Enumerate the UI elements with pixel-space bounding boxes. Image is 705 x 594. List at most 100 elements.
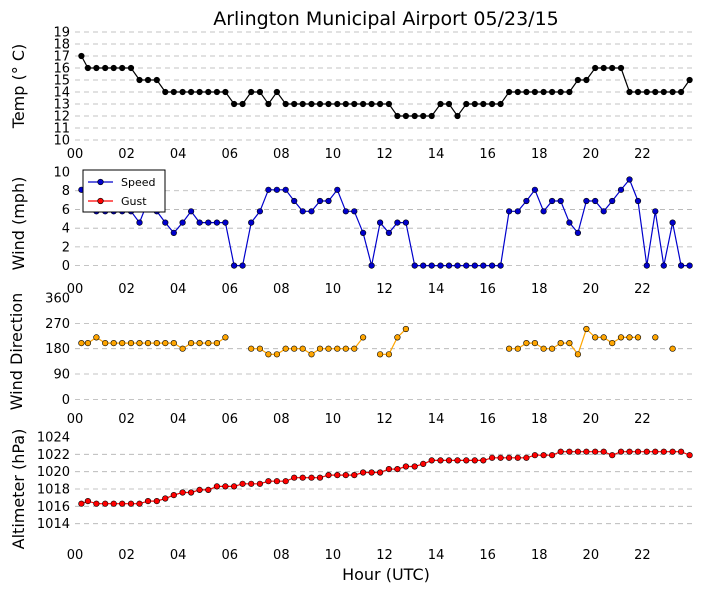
data-point-direction	[205, 340, 212, 347]
y-tick-label: 17	[53, 50, 70, 65]
x-tick-label: 16	[479, 548, 496, 563]
data-point-temp	[84, 64, 91, 72]
data-point-altimeter	[282, 478, 289, 485]
data-point-altimeter	[179, 489, 186, 496]
x-tick-label: 08	[273, 147, 290, 162]
data-point-direction	[566, 340, 573, 347]
data-point-altimeter	[411, 463, 418, 470]
x-tick-label: 06	[221, 412, 238, 427]
data-point-altimeter	[291, 474, 298, 481]
data-point-direction	[634, 334, 642, 341]
data-point-speed	[170, 229, 177, 236]
data-point-direction	[196, 340, 203, 347]
data-point-temp	[660, 88, 667, 96]
data-point-temp	[626, 88, 633, 96]
data-point-speed	[394, 219, 401, 226]
data-point-direction	[256, 345, 264, 352]
data-point-altimeter	[351, 472, 358, 479]
data-point-altimeter	[299, 474, 306, 481]
data-point-temp	[463, 100, 470, 108]
data-point-speed	[557, 197, 564, 205]
y-tick-label: 4	[62, 222, 70, 237]
x-tick-label: 08	[273, 548, 290, 563]
data-point-altimeter	[626, 448, 633, 455]
data-point-speed	[351, 208, 358, 215]
data-point-speed	[445, 262, 453, 269]
data-point-temp	[162, 88, 169, 96]
x-tick-label: 22	[634, 548, 651, 563]
data-point-temp	[170, 88, 177, 96]
data-point-altimeter	[497, 454, 504, 461]
data-point-direction	[669, 345, 676, 352]
data-point-direction	[170, 340, 177, 347]
data-point-altimeter	[566, 448, 573, 455]
data-point-direction	[84, 340, 91, 347]
data-point-temp	[394, 112, 401, 120]
data-point-speed	[316, 197, 324, 205]
y-tick-label: 2	[62, 240, 70, 255]
legend-label-gust: Gust	[121, 195, 147, 208]
data-point-altimeter	[574, 448, 582, 455]
data-point-temp	[334, 100, 341, 108]
data-point-direction	[78, 340, 85, 347]
data-point-direction	[514, 345, 521, 352]
data-point-direction	[402, 325, 410, 333]
y-tick-label: 360	[45, 292, 70, 307]
data-point-direction	[548, 345, 556, 352]
x-tick-label: 18	[531, 147, 548, 162]
y-tick-label: 10	[53, 166, 70, 181]
data-point-speed	[231, 262, 238, 269]
data-point-direction	[617, 334, 625, 341]
data-point-temp	[566, 88, 573, 96]
x-tick-label: 04	[170, 282, 187, 297]
data-point-speed	[514, 208, 521, 215]
data-point-direction	[282, 345, 289, 352]
data-point-speed	[420, 262, 427, 269]
data-point-temp	[531, 88, 539, 96]
data-point-temp	[686, 76, 693, 84]
series-line-direction	[380, 328, 407, 355]
data-point-altimeter	[368, 469, 375, 476]
data-point-speed	[609, 197, 616, 205]
data-point-altimeter	[592, 448, 599, 455]
data-point-altimeter	[669, 448, 676, 455]
y-tick-label: 270	[45, 317, 70, 332]
data-point-direction	[222, 334, 229, 341]
data-point-temp	[652, 88, 659, 96]
data-point-temp	[102, 64, 109, 72]
data-point-altimeter	[213, 483, 220, 490]
x-tick-label: 00	[67, 147, 84, 162]
data-point-temp	[548, 88, 556, 96]
data-point-direction	[523, 340, 530, 347]
data-point-altimeter	[144, 498, 152, 505]
y-tick-label: 1016	[37, 500, 70, 515]
data-point-speed	[471, 262, 478, 269]
y-tick-label: 1022	[37, 448, 70, 463]
figure-title: Arlington Municipal Airport 05/23/15	[213, 8, 559, 30]
data-point-temp	[213, 88, 220, 96]
data-point-temp	[497, 100, 504, 108]
data-point-temp	[480, 100, 487, 108]
data-point-temp	[420, 112, 427, 120]
data-point-altimeter	[342, 472, 349, 479]
data-point-direction	[144, 340, 152, 347]
data-point-direction	[600, 334, 607, 341]
data-point-direction	[360, 334, 367, 341]
data-point-altimeter	[600, 448, 607, 455]
data-point-temp	[325, 100, 332, 108]
data-point-altimeter	[480, 457, 487, 464]
data-point-altimeter	[127, 500, 135, 507]
y-tick-label: 15	[53, 74, 70, 89]
x-tick-label: 02	[118, 282, 135, 297]
x-tick-label: 10	[325, 282, 342, 297]
data-point-temp	[256, 88, 264, 96]
data-point-altimeter	[334, 472, 341, 479]
data-point-speed	[334, 186, 341, 193]
data-point-temp	[136, 76, 143, 84]
data-point-temp	[557, 88, 564, 96]
data-point-speed	[179, 219, 186, 226]
y-axis-label: Altimeter (hPa)	[9, 429, 28, 550]
data-point-temp	[239, 100, 246, 108]
x-tick-label: 20	[583, 412, 600, 427]
